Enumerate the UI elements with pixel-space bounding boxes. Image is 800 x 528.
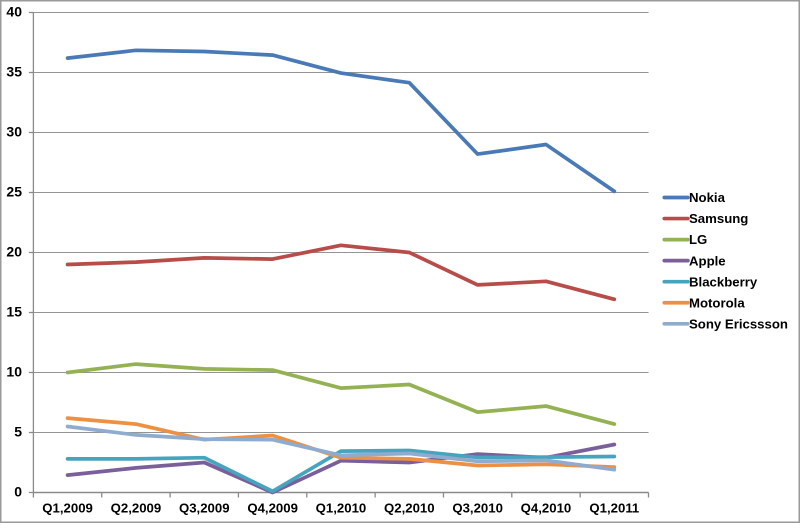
svg-text:Q4,2010: Q4,2010 [521,500,572,515]
svg-text:Apple: Apple [689,253,726,268]
svg-text:40: 40 [6,4,22,20]
svg-text:20: 20 [6,244,22,260]
svg-text:Q4,2009: Q4,2009 [247,500,298,515]
svg-text:Motorola: Motorola [689,295,745,310]
svg-text:Q3,2009: Q3,2009 [179,500,230,515]
svg-text:Q2,2010: Q2,2010 [384,500,435,515]
svg-text:Sony Ericssson: Sony Ericssson [689,316,788,331]
svg-text:0: 0 [14,484,22,500]
svg-text:Q3,2010: Q3,2010 [452,500,503,515]
svg-text:Nokia: Nokia [689,190,726,205]
svg-text:Blackberry: Blackberry [689,274,758,289]
svg-text:Q1,2009: Q1,2009 [42,500,93,515]
svg-text:10: 10 [6,364,22,380]
svg-text:Samsung: Samsung [689,211,748,226]
svg-text:25: 25 [6,184,22,200]
svg-text:Q2,2009: Q2,2009 [111,500,162,515]
svg-text:Q1,2011: Q1,2011 [589,500,639,515]
svg-text:Q1,2010: Q1,2010 [316,500,367,515]
svg-text:15: 15 [6,304,22,320]
svg-text:35: 35 [6,64,22,80]
svg-text:LG: LG [689,232,707,247]
svg-text:5: 5 [14,424,22,440]
svg-text:30: 30 [6,124,22,140]
